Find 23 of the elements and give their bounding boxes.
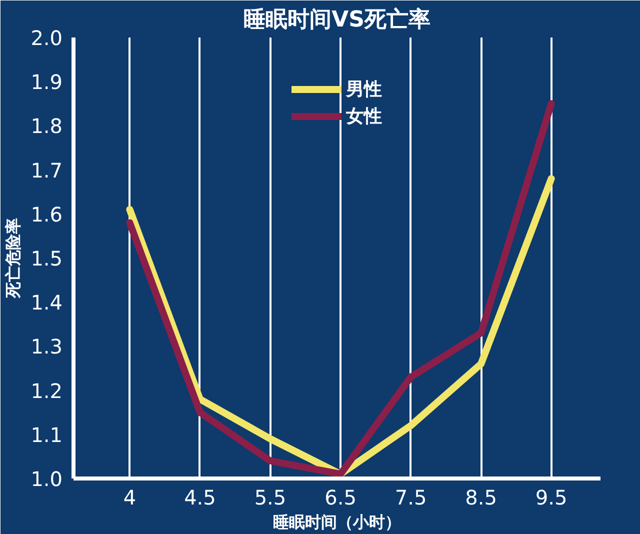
chart-title: 睡眠时间VS死亡率	[244, 6, 430, 32]
x-tick-label: 4	[123, 486, 136, 510]
y-tick-label: 1.0	[30, 467, 63, 491]
y-tick-label: 1.1	[30, 422, 63, 447]
x-tick-label: 9.5	[535, 486, 568, 510]
x-tick-label: 7.5	[394, 486, 427, 510]
legend-label: 女性	[346, 105, 382, 128]
y-tick-label: 1.4	[30, 290, 63, 315]
legend-label: 男性	[346, 78, 382, 101]
x-axis-title: 睡眠时间（小时）	[273, 512, 401, 532]
y-tick-label: 1.8	[30, 114, 63, 138]
y-tick-label: 1.2	[30, 378, 63, 403]
y-tick-label: 1.5	[30, 246, 63, 270]
y-tick-label: 2.0	[30, 26, 63, 50]
y-tick-label: 1.9	[30, 70, 63, 94]
x-tick-label: 6.5	[324, 486, 356, 510]
y-axis-title: 死亡危险率	[4, 218, 23, 299]
x-tick-label: 5.5	[254, 486, 286, 510]
y-tick-label: 1.3	[30, 334, 63, 359]
y-tick-label: 1.7	[30, 158, 63, 182]
x-tick-label: 4.5	[184, 486, 216, 510]
y-tick-label: 1.6	[30, 202, 63, 226]
x-tick-label: 8.5	[465, 486, 497, 510]
